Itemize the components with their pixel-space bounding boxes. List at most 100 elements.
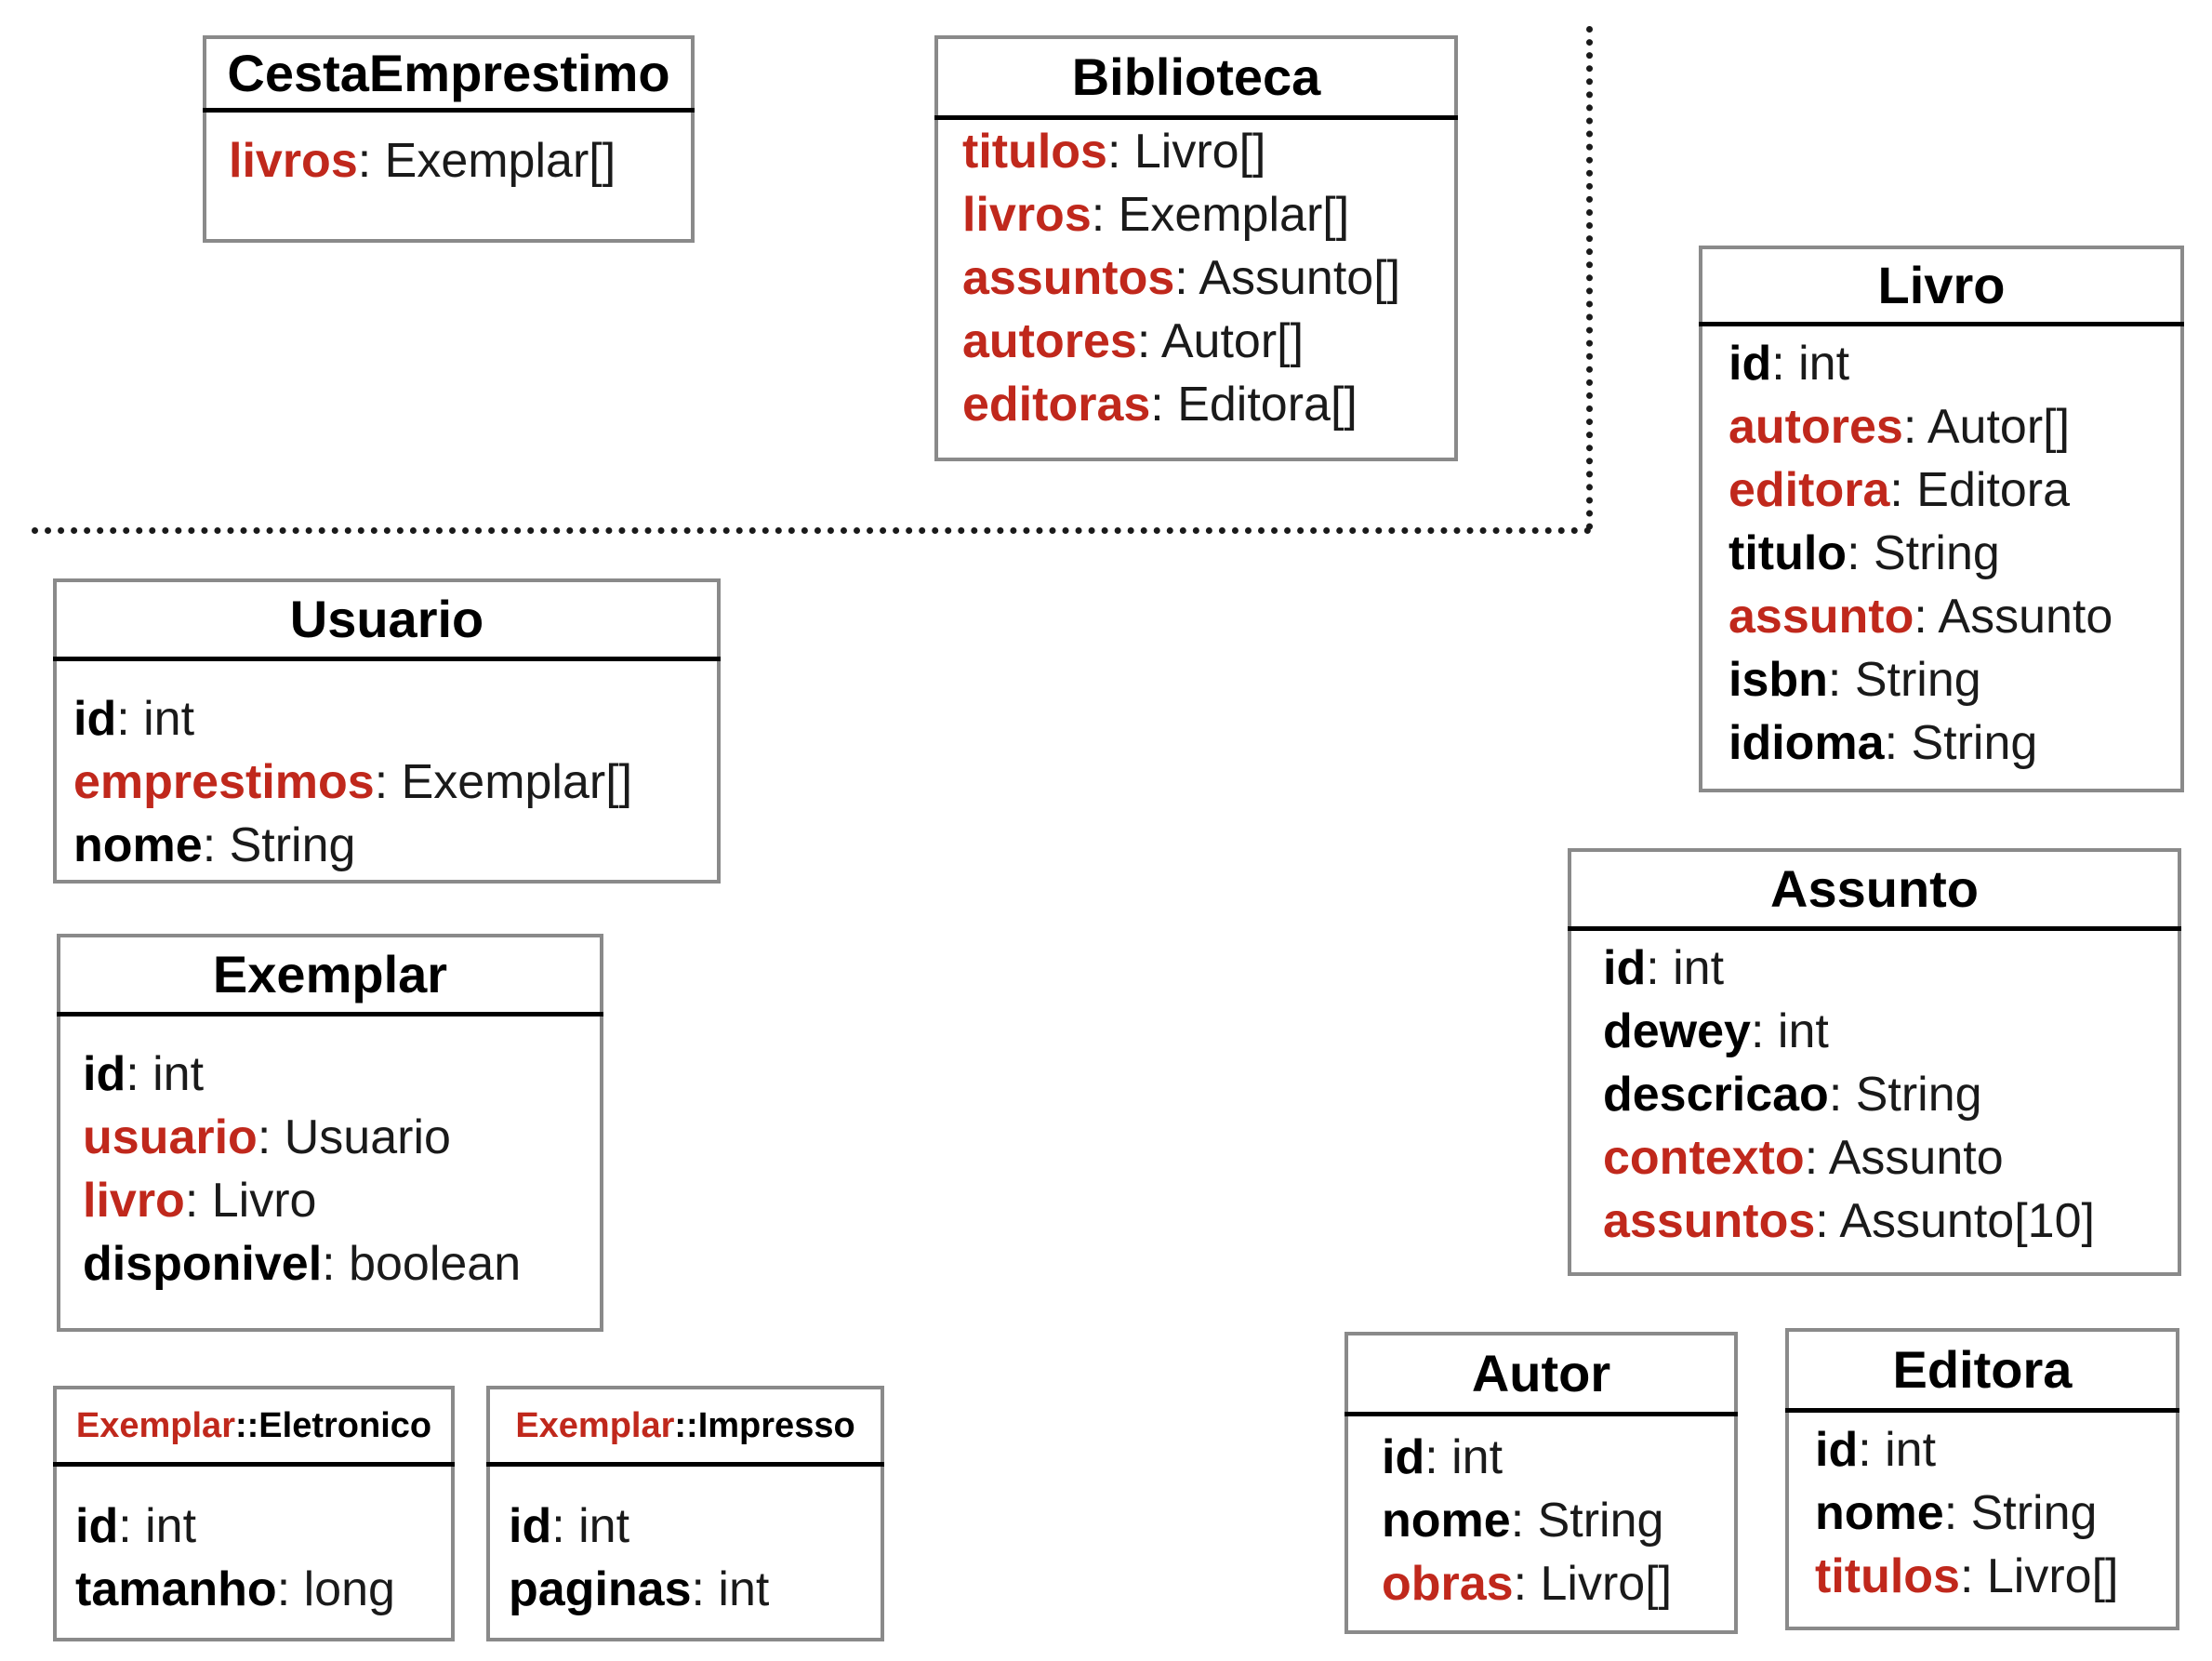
attribute-type: Assunto [1828, 1131, 2004, 1185]
attribute-separator: : [1174, 251, 1199, 305]
attribute-editoras: editoras: Editora[] [962, 373, 1454, 436]
attribute-separator: : [1750, 1004, 1778, 1058]
attribute-list: id: int nome: String obras: Livro[] [1348, 1416, 1734, 1615]
attribute-type: Autor[] [1160, 314, 1305, 368]
attribute-separator: : [126, 1047, 153, 1101]
class-assunto[interactable]: Assunto id: int dewey: int descricao: Stri… [1568, 848, 2181, 1276]
attribute-separator: : [357, 134, 385, 188]
class-name: Exemplar::Eletronico [53, 1389, 455, 1467]
class-name: Livro [1699, 249, 2184, 326]
attribute-list: livros: Exemplar[] [206, 113, 691, 193]
attribute-separator: : [1828, 1068, 1856, 1122]
attribute-name: descricao [1603, 1068, 1829, 1122]
attribute-name: editora [1729, 463, 1890, 517]
attribute-autores: autores: Autor[] [962, 310, 1454, 373]
attribute-separator: : [1943, 1486, 1971, 1540]
attribute-idioma: idioma: String [1729, 711, 2180, 775]
attribute-type: String [1970, 1486, 2098, 1540]
attribute-list: id: int autores: Autor[] editora: Editora t… [1702, 326, 2180, 775]
attribute-separator: : [691, 1562, 719, 1616]
class-name-suffix: ::Eletronico [234, 1406, 432, 1445]
class-exemplar-eletronico[interactable]: Exemplar::Eletronico id: int tamanho: lon… [53, 1386, 455, 1641]
attribute-separator: : [1771, 337, 1799, 391]
class-autor[interactable]: Autor id: int nome: String obras: Livro[] [1344, 1332, 1738, 1634]
attribute-list: id: int paginas: int [490, 1467, 881, 1621]
attribute-separator: : [184, 1174, 212, 1228]
attribute-titulos: titulos: Livro[] [1815, 1545, 2176, 1608]
class-name-suffix: ::Impresso [674, 1406, 855, 1445]
attribute-type: Livro[] [1540, 1557, 1673, 1611]
attribute-separator: : [1513, 1557, 1541, 1611]
attribute-name: contexto [1603, 1131, 1805, 1185]
attribute-separator: : [1424, 1430, 1452, 1484]
attribute-separator: : [1646, 941, 1674, 995]
attribute-name: titulos [1815, 1549, 1960, 1603]
class-name-prefix: Exemplar [75, 1406, 235, 1445]
attribute-name: livros [229, 134, 358, 188]
class-name: Biblioteca [934, 39, 1458, 120]
attribute-type: Livro[] [1133, 125, 1266, 179]
class-livro[interactable]: Livro id: int autores: Autor[] editora: Ed… [1699, 246, 2184, 792]
attribute-separator: : [1914, 590, 1939, 644]
package-separator-vertical [1586, 26, 1593, 530]
class-exemplar[interactable]: Exemplar id: int usuario: Usuario livro: L… [57, 934, 603, 1332]
attribute-name: obras [1382, 1557, 1514, 1611]
attribute-emprestimos: emprestimos: Exemplar[] [73, 751, 717, 814]
class-name: Usuario [53, 582, 721, 661]
class-name: Editora [1785, 1332, 2179, 1413]
attribute-type: Exemplar[] [401, 755, 633, 809]
attribute-name: autores [962, 314, 1137, 368]
attribute-editora: editora: Editora [1729, 458, 2180, 522]
attribute-type: long [303, 1562, 395, 1616]
attribute-list: id: int nome: String titulos: Livro[] [1789, 1413, 2176, 1608]
attribute-dewey: dewey: int [1603, 1000, 2178, 1063]
attribute-type: int [152, 1047, 205, 1101]
attribute-name: id [83, 1047, 126, 1101]
class-exemplar-impresso[interactable]: Exemplar::Impresso id: int paginas: int [486, 1386, 884, 1641]
class-name: Exemplar [57, 937, 603, 1017]
attribute-descricao: descricao: String [1603, 1063, 2178, 1126]
attribute-id: id: int [1603, 937, 2178, 1000]
attribute-type: String [1855, 1068, 1982, 1122]
attribute-name: id [509, 1499, 552, 1553]
attribute-id: id: int [1729, 332, 2180, 395]
attribute-type: Livro[] [1986, 1549, 2119, 1603]
attribute-type: Exemplar[] [1118, 188, 1350, 242]
attribute-livros: livros: Exemplar[] [229, 129, 691, 193]
attribute-paginas: paginas: int [509, 1558, 881, 1621]
attribute-type: int [1885, 1423, 1937, 1477]
attribute-name: autores [1729, 400, 1903, 454]
attribute-separator: : [1902, 400, 1927, 454]
attribute-separator: : [118, 1499, 146, 1553]
attribute-disponivel: disponivel: boolean [83, 1232, 600, 1296]
attribute-type: String [1854, 653, 1981, 707]
attribute-name: id [1729, 337, 1772, 391]
class-usuario[interactable]: Usuario id: int emprestimos: Exemplar[] no… [53, 578, 721, 884]
attribute-separator: : [322, 1237, 350, 1291]
class-name: Autor [1344, 1335, 1738, 1416]
attribute-separator: : [257, 1110, 285, 1164]
attribute-separator: : [1804, 1131, 1829, 1185]
class-name: Exemplar::Impresso [486, 1389, 884, 1467]
class-editora[interactable]: Editora id: int nome: String titulos: Livr… [1785, 1328, 2179, 1630]
attribute-name: id [1382, 1430, 1425, 1484]
attribute-separator: : [1847, 526, 1874, 580]
attribute-list: id: int usuario: Usuario livro: Livro dispo… [60, 1017, 600, 1296]
class-cesta-emprestimo[interactable]: CestaEmprestimo livros: Exemplar[] [203, 35, 695, 243]
class-biblioteca[interactable]: Biblioteca titulos: Livro[] livros: Exemp… [934, 35, 1458, 461]
attribute-separator: : [1510, 1494, 1538, 1548]
attribute-id: id: int [75, 1495, 451, 1558]
attribute-assuntos: assuntos: Assunto[10] [1603, 1189, 2178, 1253]
attribute-name: nome [1815, 1486, 1944, 1540]
attribute-assuntos: assuntos: Assunto[] [962, 246, 1454, 310]
attribute-contexto: contexto: Assunto [1603, 1126, 2178, 1189]
attribute-separator: : [1815, 1194, 1840, 1248]
attribute-type: int [1798, 337, 1850, 391]
attribute-list: id: int dewey: int descricao: String contex… [1571, 931, 2178, 1253]
attribute-id: id: int [1815, 1418, 2176, 1482]
attribute-name: isbn [1729, 653, 1828, 707]
attribute-separator: : [374, 755, 402, 809]
attribute-name: livro [83, 1174, 185, 1228]
attribute-type: Assunto[10] [1839, 1194, 2095, 1248]
attribute-name: id [73, 692, 117, 746]
